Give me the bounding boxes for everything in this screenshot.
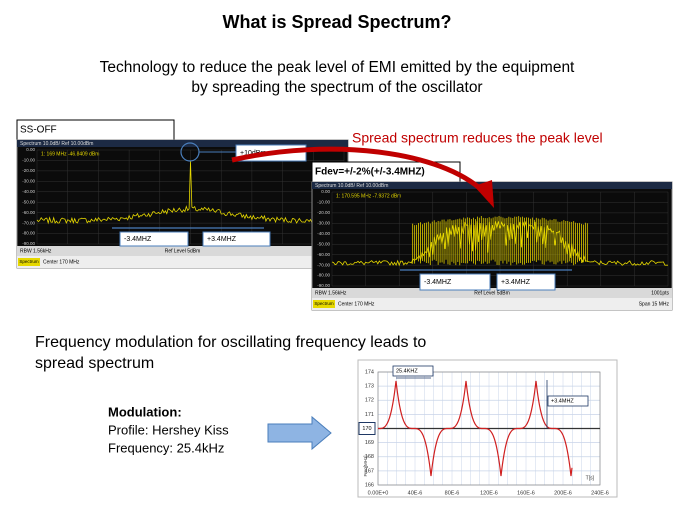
x-tick-label: 0.00E+0 (368, 490, 389, 496)
y-tick-label: 167 (365, 468, 374, 474)
screen-ytick: -90.00 (317, 283, 330, 288)
deviation-box (547, 395, 589, 407)
modulation-frequency: Frequency: 25.4kHz (108, 440, 224, 455)
tab-text: Spectrum (19, 259, 39, 264)
span-left-box (119, 231, 189, 247)
red-arrow (231, 146, 486, 194)
span-right: +3.4MHZ (501, 279, 531, 286)
span-left: -3.4MHZ (124, 236, 152, 243)
deviation-label: +3.4MHZ (551, 398, 574, 404)
status-rbw: RBW 1.56kHz (315, 290, 347, 296)
readout: 1: 169 MHz -46.8409 dBm (41, 151, 99, 157)
tab (18, 258, 40, 266)
screen-ytick: -70.00 (317, 262, 330, 267)
subtitle-line: Technology to reduce the peak level of E… (100, 59, 575, 76)
modulation-curve (378, 380, 573, 477)
center-tick-box (358, 422, 376, 435)
span-right-box (202, 231, 271, 247)
status-bar (312, 288, 672, 298)
screen-ytick: 0.00 (26, 147, 35, 152)
screen-header (17, 140, 348, 147)
screen-ytick: -70.00 (22, 220, 35, 225)
red-arrow-head (474, 180, 494, 208)
y-tick-label: 168 (365, 454, 374, 460)
blue-arrow (267, 415, 332, 451)
panel-label: SS-OFF (20, 125, 57, 136)
status-bar (312, 298, 672, 310)
screen-ytick: -10.00 (22, 158, 35, 163)
screen-header-text: Spectrum 10.0dB/ Ref 10.00dBm (20, 141, 93, 147)
panel-label: Fdev=+/-2%(+/-3.4MHZ) (315, 167, 425, 178)
subtitle-line: by spreading the spectrum of the oscilla… (191, 79, 482, 96)
screen-ytick: -40.00 (22, 189, 35, 194)
y-tick-label: 172 (365, 398, 374, 404)
y-tick-label: 166 (365, 482, 374, 488)
status-center: Center 170 MHz (338, 301, 375, 307)
screen-ytick: -10.00 (317, 200, 330, 205)
modulation-heading: Modulation: (108, 404, 182, 419)
tab-text: Spectrum (314, 301, 334, 306)
center-tick-label: 170 (362, 426, 371, 432)
tab (313, 300, 335, 308)
screen-ytick: -80.00 (317, 273, 330, 278)
status-ref: Ref Level 5dBm (474, 290, 510, 296)
y-tick-label: 169 (365, 440, 374, 446)
freq-chart: 166 167 168 169 170 171 172 173 174 0.00E+0 40E-6 8… (358, 365, 609, 496)
title: What is Spread Spectrum? (222, 12, 451, 32)
spectrum-panel: SS-OFF Spectrum 10.0dB/ Ref 10.00dBm 1: 16… (16, 119, 349, 269)
x-tick-label: 120E-6 (480, 490, 498, 496)
screen-ytick: -80.00 (22, 231, 35, 236)
span-right: +3.4MHZ (207, 236, 237, 243)
screen-ytick: -60.00 (22, 210, 35, 215)
section-text: spread spectrum (35, 355, 154, 372)
screen-ytick: -50.00 (317, 241, 330, 246)
screen-ytick: 0.00 (321, 189, 330, 194)
span-left-box (419, 273, 491, 291)
x-tick-label: 40E-6 (408, 490, 423, 496)
status-center: Center 170 MHz (43, 259, 80, 265)
screen-ytick: -20.00 (22, 168, 35, 173)
annotation: Spread spectrum reduces the peak level (352, 130, 603, 146)
readout: 1: 170.595 MHz -7.9372 dBm (336, 193, 401, 199)
status-ref: Ref Level 5dBm (165, 248, 201, 254)
x-axis-label: T[s] (586, 475, 595, 481)
spectrum-panels: SS-OFF Spectrum 10.0dB/ Ref 10.00dBm 1: 16… (16, 119, 673, 311)
screen-ytick: -20.00 (317, 210, 330, 215)
screen-ytick: -90.00 (22, 241, 35, 246)
y-axis-label: Freq[MHz] (363, 455, 368, 476)
status-rbw: RBW 1.56kHz (20, 248, 52, 254)
section-text: Frequency modulation for oscillating fre… (35, 334, 426, 351)
span-right-box (496, 273, 556, 291)
spectrum-panel: Fdev=+/-2%(+/-3.4MHZ) Spectrum 10.0dB/ Re… (311, 161, 673, 311)
screen-ytick: -30.00 (22, 179, 35, 184)
period-box (392, 365, 434, 377)
y-tick-label: 174 (365, 369, 374, 375)
trace (331, 220, 669, 267)
x-tick-label: 160E-6 (517, 490, 535, 496)
y-tick-label: 171 (365, 412, 374, 418)
screen-ytick: -60.00 (317, 252, 330, 257)
screen-ytick: -50.00 (22, 199, 35, 204)
period-label: 25.4KHZ (396, 368, 418, 374)
modulation-profile: Profile: Hershey Kiss (108, 422, 229, 437)
span-left: -3.4MHZ (424, 279, 452, 286)
screen-ytick: -40.00 (317, 231, 330, 236)
screen-header-text: Spectrum 10.0dB/ Ref 10.00dBm (315, 183, 388, 189)
status-span: Span 15 MHz (639, 301, 670, 307)
screen-ytick: -30.00 (317, 221, 330, 226)
y-tick-label: 173 (365, 384, 374, 390)
status-points: 1001pts (651, 290, 669, 296)
status-bar (17, 256, 348, 268)
x-tick-label: 200E-6 (554, 490, 572, 496)
x-tick-label: 240E-6 (591, 490, 609, 496)
x-tick-label: 80E-6 (445, 490, 460, 496)
status-bar (17, 246, 348, 256)
